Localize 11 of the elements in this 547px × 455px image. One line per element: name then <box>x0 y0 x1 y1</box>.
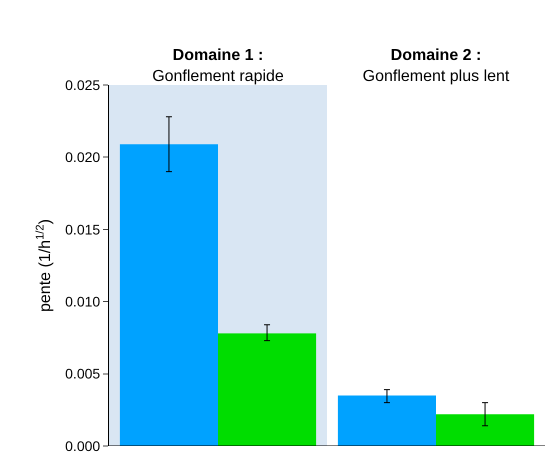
y-tick-label: 0.025 <box>65 76 100 93</box>
y-tick-label: 0.000 <box>65 438 100 454</box>
y-tick-label: 0.010 <box>65 294 100 310</box>
y-tick-label: 0.020 <box>65 149 100 166</box>
y-tick-label: 0.015 <box>65 221 100 238</box>
bar <box>436 414 534 446</box>
bar <box>338 395 436 446</box>
bar <box>218 333 316 446</box>
x-tick-label: Domaine 1 : Gonflement rapide <box>152 47 284 85</box>
y-tick-label: 0.005 <box>65 366 100 382</box>
x-tick-label: Domaine 2 : Gonflement plus lent <box>362 47 510 85</box>
